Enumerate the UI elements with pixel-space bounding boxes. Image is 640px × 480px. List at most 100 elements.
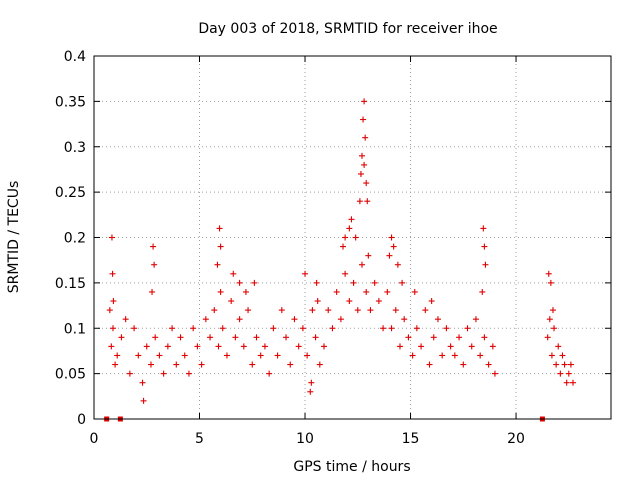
data-point [346,298,353,305]
data-point [109,270,116,277]
data-point [249,361,256,368]
data-point [202,316,209,323]
x-tick-label: 5 [195,431,204,447]
data-point [363,288,370,295]
data-point [337,316,344,323]
data-point [388,234,395,241]
data-point [230,270,237,277]
data-point [307,388,314,395]
data-point [299,325,306,332]
data-point [413,325,420,332]
data-point [489,343,496,350]
data-point [557,370,564,377]
data-point [287,361,294,368]
data-point [108,343,115,350]
data-point [215,343,222,350]
data-point [428,298,435,305]
data-point [236,279,243,286]
data-point [150,243,157,250]
data-point [384,288,391,295]
data-point [228,298,235,305]
data-point [375,298,382,305]
data-point [544,334,551,341]
axis-ticks: 0 0.05 0.1 0.15 0.2 0.25 0.3 0.35 0.4 0 5 10 15 20 [55,49,611,447]
data-point [451,352,458,359]
data-point [365,252,372,259]
data-point [358,152,365,159]
data-point [362,134,369,141]
y-tick-label: 0.25 [55,185,86,201]
data-point [346,225,353,232]
data-point [139,379,146,386]
data-point [340,243,347,250]
data-point [122,316,129,323]
data-point [426,361,433,368]
y-tick-label: 0.4 [64,49,86,65]
data-point [329,325,336,332]
data-point [481,334,488,341]
data-point [361,161,368,168]
y-tick-label: 0.3 [64,140,86,156]
data-point [257,352,264,359]
data-point [399,279,406,286]
data-point [468,343,475,350]
data-point [477,352,484,359]
data-point [304,352,311,359]
data-point [185,370,192,377]
data-point [358,261,365,268]
data-point [251,279,258,286]
data-point [559,352,566,359]
data-point [405,334,412,341]
data-point [401,316,408,323]
x-tick-label: 15 [402,431,420,447]
data-point [112,361,119,368]
data-point [149,288,156,295]
data-point [242,288,249,295]
data-point [361,98,368,105]
data-point [443,325,450,332]
data-point [396,343,403,350]
data-point [253,334,260,341]
data-point [348,216,355,223]
data-point [151,261,158,268]
data-point [173,361,180,368]
x-tick-label: 0 [90,431,99,447]
data-point [352,234,359,241]
data-point [106,307,113,314]
data-point [312,334,319,341]
data-point [143,343,150,350]
data-point [411,288,418,295]
data-point [278,307,285,314]
data-point [472,316,479,323]
data-point [314,298,321,305]
data-point [160,370,167,377]
data-point [460,361,467,368]
data-point [547,279,554,286]
y-tick-label: 0.35 [55,94,86,110]
y-tick-label: 0.05 [55,367,86,383]
data-point [245,307,252,314]
data-point [567,361,574,368]
data-point [549,307,556,314]
data-point [342,234,349,241]
y-tick-label: 0.2 [64,231,86,247]
data-point [418,343,425,350]
data-point [380,325,387,332]
data-point [357,170,364,177]
data-point [364,198,371,205]
data-point [261,343,268,350]
data-point [551,325,558,332]
data-point [283,334,290,341]
data-point [194,343,201,350]
data-point [135,352,142,359]
chart-title: Day 003 of 2018, SRMTID for receiver iho… [198,21,497,37]
data-point [390,243,397,250]
data-point [302,270,309,277]
y-tick-label: 0.15 [55,276,86,292]
grid [94,56,611,419]
x-tick-label: 20 [507,431,525,447]
data-point [313,279,320,286]
data-point [309,307,316,314]
data-point [570,379,577,386]
